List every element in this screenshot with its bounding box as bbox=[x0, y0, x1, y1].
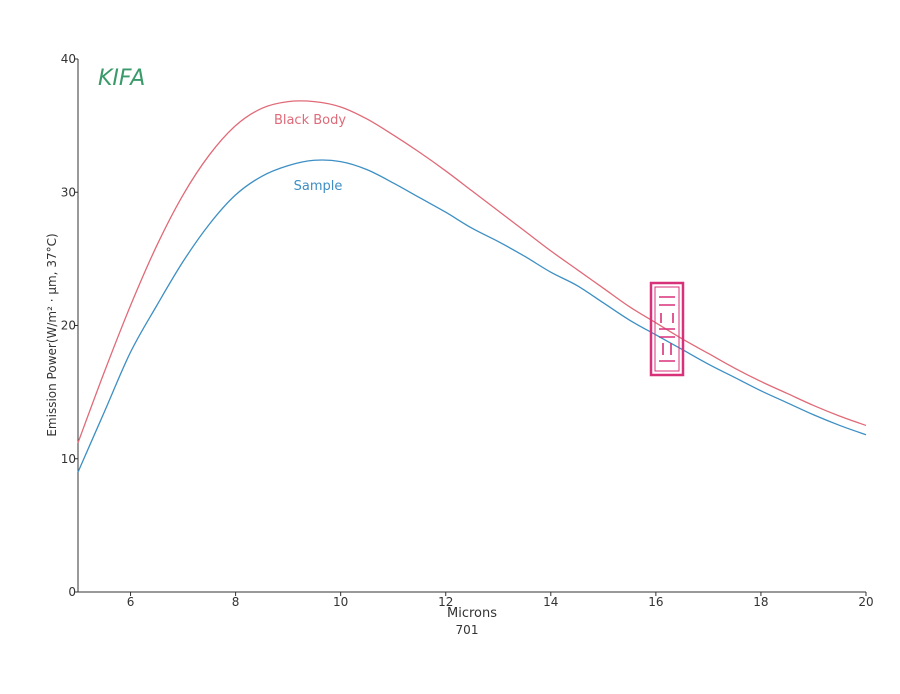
x-tick-label: 6 bbox=[127, 595, 135, 609]
y-tick-label: 20 bbox=[61, 319, 76, 333]
axes: 6 8 10 12 14 16 18 20 0 10 20 30 40 bbox=[61, 52, 874, 609]
y-tick-label: 0 bbox=[68, 585, 76, 599]
y-tick-label: 10 bbox=[61, 452, 76, 466]
series-line-black-body bbox=[77, 100, 867, 443]
series-label-sample: Sample bbox=[294, 179, 343, 194]
x-tick-label: 20 bbox=[858, 595, 873, 609]
x-tick-label: 18 bbox=[753, 595, 768, 609]
x-axis-title: Microns bbox=[447, 606, 497, 621]
x-tick-label: 14 bbox=[543, 595, 558, 609]
series-lines bbox=[77, 100, 867, 473]
labels: Microns 701 Emission Power(W/m² · μm, 37… bbox=[45, 66, 497, 637]
series-line-sample bbox=[77, 159, 867, 473]
series-label-black-body: Black Body bbox=[274, 113, 346, 128]
y-axis-title: Emission Power(W/m² · μm, 37°C) bbox=[45, 233, 59, 436]
y-tick-label: 40 bbox=[61, 52, 76, 66]
y-tick-label: 30 bbox=[61, 185, 76, 199]
chart-subtitle: 701 bbox=[456, 623, 479, 637]
red-seal-stamp bbox=[649, 281, 685, 377]
x-tick-label: 10 bbox=[333, 595, 348, 609]
x-tick-label: 8 bbox=[232, 595, 240, 609]
kifa-logo: KIFA bbox=[98, 66, 145, 91]
x-tick-label: 12 bbox=[438, 595, 453, 609]
x-tick-label: 16 bbox=[648, 595, 663, 609]
